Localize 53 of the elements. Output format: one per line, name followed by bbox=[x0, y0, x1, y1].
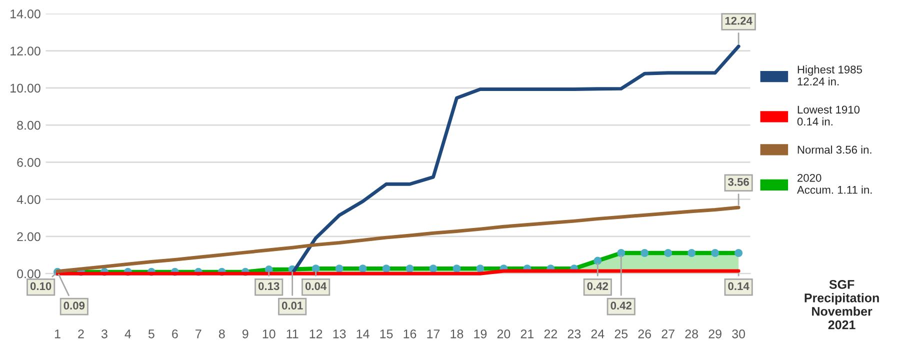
x-tick-label: 2 bbox=[78, 329, 84, 338]
x-tick-label: 27 bbox=[662, 329, 674, 338]
x-tick-label: 25 bbox=[614, 329, 628, 338]
x-tick-label: 16 bbox=[404, 329, 416, 338]
x-tick-label: 7 bbox=[196, 330, 202, 338]
legend-label: Lowest 1910 0.14 in. bbox=[797, 106, 860, 126]
x-tick-label: 13 bbox=[333, 329, 346, 338]
text: SGF Precipitation November 2021 bbox=[804, 280, 879, 330]
y-tick-label: 0.00 bbox=[17, 269, 40, 278]
x-tick-label: 8 bbox=[218, 329, 225, 338]
x-tick-label: 21 bbox=[520, 329, 534, 338]
annotation: 0.42 bbox=[587, 282, 608, 290]
annotation: 0.14 bbox=[728, 282, 750, 290]
annotation: 0.42 bbox=[610, 302, 632, 310]
x-tick-label: 10 bbox=[262, 329, 276, 338]
y-tick-label: 12.00 bbox=[10, 46, 40, 56]
x-tick-label: 5 bbox=[148, 330, 154, 338]
annotation: 12.24 bbox=[725, 16, 752, 25]
x-tick-label: 18 bbox=[450, 329, 464, 338]
y-tick-label: 14.00 bbox=[10, 9, 40, 18]
annotation: 0.09 bbox=[64, 302, 85, 310]
annotation: 0.13 bbox=[258, 282, 280, 290]
y-tick-label: 8.00 bbox=[17, 120, 40, 130]
x-tick-label: 19 bbox=[474, 329, 487, 338]
x-tick-label: 15 bbox=[380, 330, 393, 338]
x-tick-label: 28 bbox=[685, 329, 698, 338]
x-tick-label: 17 bbox=[427, 330, 440, 338]
x-tick-label: 1 bbox=[54, 330, 60, 338]
x-tick-label: 6 bbox=[172, 329, 178, 338]
annotation: 3.56 bbox=[728, 178, 749, 186]
x-tick-label: 14 bbox=[356, 330, 370, 338]
legend-label: Normal 3.56 in. bbox=[798, 146, 872, 154]
annotation: 0.10 bbox=[30, 282, 52, 290]
x-tick-label: 24 bbox=[591, 329, 604, 338]
legend-label: 2020 Accum. 1.11 in. bbox=[796, 174, 872, 194]
x-tick-label: 20 bbox=[497, 329, 510, 338]
y-tick-label: 10.00 bbox=[10, 84, 40, 93]
x-tick-label: 29 bbox=[708, 329, 722, 338]
x-tick-label: 11 bbox=[286, 330, 298, 338]
x-tick-label: 23 bbox=[568, 329, 581, 338]
x-tick-label: 12 bbox=[310, 329, 322, 338]
x-tick-label: 9 bbox=[242, 329, 248, 338]
annotation: 0.04 bbox=[305, 282, 327, 290]
x-tick-label: 30 bbox=[732, 329, 746, 338]
x-tick-label: 22 bbox=[544, 329, 558, 338]
y-tick-label: 6.00 bbox=[17, 158, 40, 167]
x-tick-label: 3 bbox=[101, 329, 108, 338]
y-tick-label: 4.00 bbox=[16, 195, 40, 204]
legend-label: Highest 1985 12.24 in. bbox=[798, 65, 862, 86]
x-tick-label: 4 bbox=[124, 330, 132, 338]
x-tick-label: 26 bbox=[638, 329, 652, 338]
annotation: 0.01 bbox=[282, 302, 303, 310]
y-tick-label: 2.00 bbox=[17, 232, 40, 242]
